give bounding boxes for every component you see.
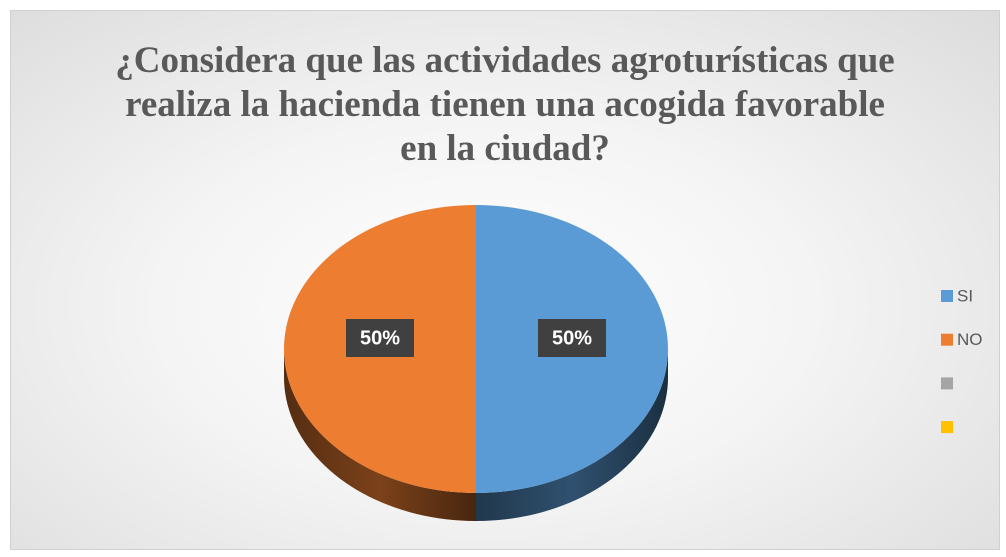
data-label-box	[346, 319, 414, 357]
chart-title: ¿Considera que las actividades agroturís…	[115, 40, 895, 169]
legend-swatch	[941, 290, 953, 302]
data-label: 50%	[552, 327, 592, 349]
legend-swatch	[941, 377, 953, 390]
slice-side-shade	[284, 349, 476, 521]
title-box: ¿Considera que las actividades agroturís…	[11, 39, 999, 171]
legend-label: SI	[957, 286, 973, 305]
data-label: 50%	[360, 327, 400, 349]
data-label-box	[538, 319, 606, 357]
legend-swatch	[941, 421, 953, 434]
legend-swatch	[941, 333, 953, 346]
legend-label: NO	[957, 330, 983, 349]
slice-side-shade	[476, 349, 668, 521]
